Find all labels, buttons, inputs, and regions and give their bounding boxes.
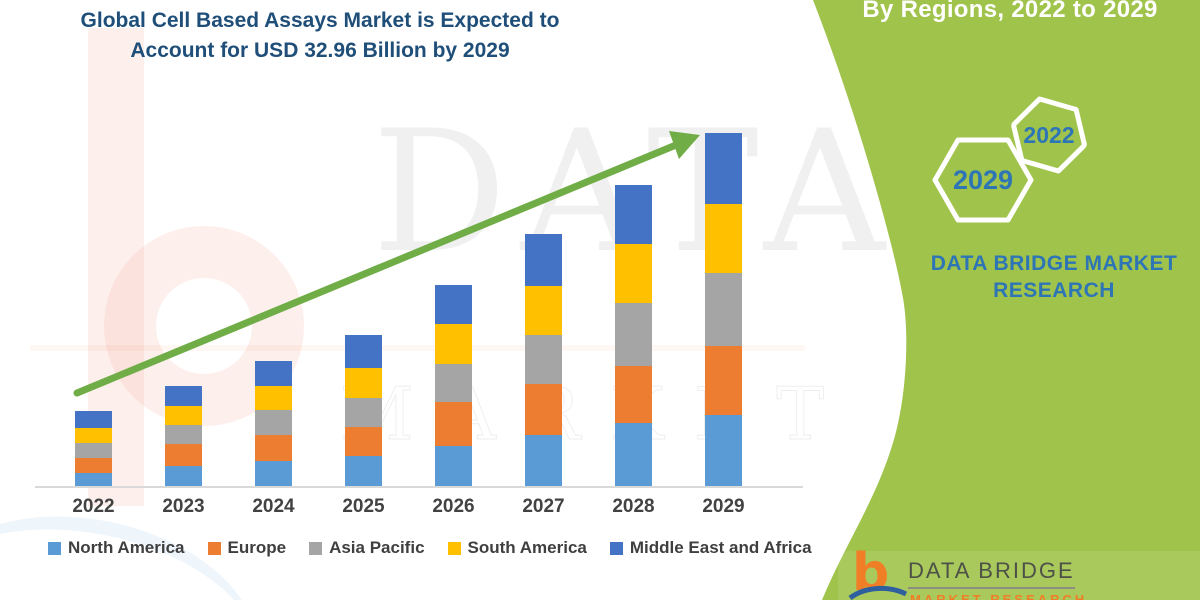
- legend-swatch-icon: [447, 541, 461, 555]
- bar-segment-2023-middle-east-and-africa: [165, 385, 202, 406]
- bar-segment-2026-middle-east-and-africa: [435, 284, 472, 324]
- hexagon-2029-label: 2029: [952, 164, 1014, 195]
- legend-swatch-icon: [48, 541, 61, 555]
- bar-segment-2023-north-america: [165, 466, 202, 486]
- logo-sub-text: MARKET RESEARCH: [910, 592, 1088, 600]
- bar-segment-2024-south-america: [255, 385, 292, 410]
- stacked-bar-2024: [255, 360, 292, 486]
- bar-segment-2022-europe: [75, 458, 112, 473]
- bar-segment-2023-europe: [165, 444, 202, 466]
- hexagon-2029: 2029: [932, 135, 1034, 225]
- bar-segment-2023-south-america: [165, 405, 202, 426]
- hexagon-2029-outline: [932, 137, 1034, 223]
- x-axis-label-2028: 2028: [612, 496, 655, 517]
- legend-label: Europe: [227, 538, 287, 557]
- bar-segment-2022-north-america: [75, 473, 112, 486]
- bar-segment-2024-north-america: [255, 460, 292, 486]
- bar-segment-2029-middle-east-and-africa: [705, 133, 742, 205]
- brand-line2: RESEARCH: [993, 279, 1115, 303]
- bar-segment-2028-europe: [615, 365, 652, 424]
- x-axis-label-2027: 2027: [522, 496, 565, 517]
- x-axis-label-2024: 2024: [252, 496, 295, 517]
- bar-segment-2025-south-america: [345, 368, 382, 399]
- logo-name-text: DATA BRIDGE: [908, 558, 1075, 589]
- panel-heading: By Regions, 2022 to 2029: [862, 0, 1158, 23]
- bar-segment-2022-middle-east-and-africa: [75, 411, 112, 428]
- chart-title-line1: Global Cell Based Assays Market is Expec…: [80, 9, 560, 32]
- bar-segment-2024-europe: [255, 434, 292, 461]
- data-bridge-logo: b DATA BRIDGE MARKET RESEARCH: [848, 547, 1172, 600]
- bar-segment-2029-south-america: [705, 204, 742, 274]
- legend-swatch-icon: [207, 541, 221, 555]
- bar-segment-2026-europe: [435, 401, 472, 446]
- bar-segment-2022-asia-pacific: [75, 443, 112, 458]
- chart-title: Global Cell Based Assays Market is Expec…: [40, 6, 600, 66]
- logo-swoosh-icon: [848, 586, 908, 600]
- legend-label: South America: [467, 538, 587, 557]
- bar-segment-2025-middle-east-and-africa: [345, 335, 382, 369]
- legend-item-south-america: South America: [447, 538, 587, 558]
- x-axis-label-2029: 2029: [702, 496, 745, 517]
- brand-text: DATA BRIDGE MARKET RESEARCH: [880, 250, 1200, 305]
- bar-segment-2024-middle-east-and-africa: [255, 360, 292, 386]
- stacked-bar-2022: [75, 411, 112, 486]
- legend-item-north-america: North America: [48, 538, 185, 558]
- bar-segment-2023-asia-pacific: [165, 425, 202, 445]
- x-axis-line: [35, 486, 803, 488]
- bar-segment-2026-north-america: [435, 445, 472, 486]
- chart-title-line2: Account for USD 32.96 Billion by 2029: [130, 38, 510, 62]
- stacked-bar-2027: [525, 233, 562, 486]
- green-panel-shape: [813, 0, 1200, 600]
- x-axis-labels: 2022 2023 2024 2025 2026 2027 2028 2029: [0, 496, 1200, 522]
- trend-arrow-head: [669, 131, 700, 159]
- chart-legend: North America Europe Asia Pacific South Ame…: [48, 538, 812, 558]
- legend-item-asia-pacific: Asia Pacific: [309, 538, 425, 558]
- bar-segment-2026-south-america: [435, 323, 472, 364]
- x-axis-label-2026: 2026: [432, 496, 475, 517]
- bar-segment-2027-asia-pacific: [525, 334, 562, 384]
- x-axis-label-2025: 2025: [342, 496, 385, 517]
- x-axis-label-2022: 2022: [72, 496, 115, 517]
- bar-segment-2025-europe: [345, 426, 382, 456]
- legend-swatch-icon: [609, 541, 623, 555]
- stacked-bar-2028: [615, 184, 652, 486]
- stacked-bar-2025: [345, 335, 382, 486]
- bar-segment-2024-asia-pacific: [255, 409, 292, 435]
- legend-label: Middle East and Africa: [629, 538, 812, 557]
- bar-segment-2028-south-america: [615, 244, 652, 304]
- stacked-bar-2023: [165, 385, 202, 486]
- bar-segment-2029-asia-pacific: [705, 273, 742, 346]
- bar-segment-2026-asia-pacific: [435, 363, 472, 402]
- bar-segment-2028-north-america: [615, 423, 652, 486]
- legend-label: Asia Pacific: [329, 538, 425, 557]
- bar-segment-2027-north-america: [525, 434, 562, 486]
- stacked-bar-2026: [435, 284, 472, 486]
- bar-segment-2029-europe: [705, 345, 742, 416]
- bar-segment-2025-north-america: [345, 456, 382, 486]
- brand-line1: DATA BRIDGE MARKET: [930, 252, 1178, 275]
- bar-segment-2028-asia-pacific: [615, 303, 652, 366]
- bar-segment-2022-south-america: [75, 428, 112, 443]
- legend-label: North America: [68, 538, 185, 557]
- bar-segment-2027-south-america: [525, 285, 562, 335]
- legend-item-europe: Europe: [207, 538, 287, 558]
- bar-segment-2029-north-america: [705, 415, 742, 486]
- bar-segment-2025-asia-pacific: [345, 398, 382, 427]
- trend-arrow-line: [73, 141, 680, 397]
- stacked-bar-2029: [705, 133, 742, 486]
- legend-item-middle-east-and-africa: Middle East and Africa: [609, 538, 812, 558]
- bar-segment-2027-middle-east-and-africa: [525, 233, 562, 286]
- legend-swatch-icon: [309, 541, 323, 555]
- bar-segment-2027-europe: [525, 383, 562, 435]
- bar-segment-2028-middle-east-and-africa: [615, 184, 652, 245]
- watermark-band: [30, 345, 805, 351]
- x-axis-label-2023: 2023: [162, 496, 205, 517]
